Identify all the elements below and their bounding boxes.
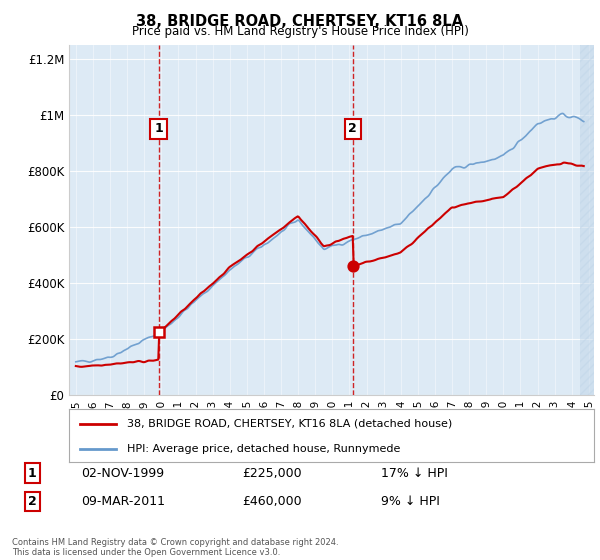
Text: 2: 2 [28, 495, 37, 508]
Text: 2: 2 [349, 122, 357, 136]
Bar [580, 45, 598, 395]
Text: £225,000: £225,000 [242, 466, 302, 479]
Text: 09-MAR-2011: 09-MAR-2011 [81, 495, 165, 508]
Text: Price paid vs. HM Land Registry's House Price Index (HPI): Price paid vs. HM Land Registry's House … [131, 25, 469, 38]
Text: 38, BRIDGE ROAD, CHERTSEY, KT16 8LA: 38, BRIDGE ROAD, CHERTSEY, KT16 8LA [136, 14, 464, 29]
Text: £460,000: £460,000 [242, 495, 302, 508]
Text: 9% ↓ HPI: 9% ↓ HPI [380, 495, 440, 508]
Text: 1: 1 [28, 466, 37, 479]
Text: Contains HM Land Registry data © Crown copyright and database right 2024.
This d: Contains HM Land Registry data © Crown c… [12, 538, 338, 557]
Text: 02-NOV-1999: 02-NOV-1999 [81, 466, 164, 479]
Text: HPI: Average price, detached house, Runnymede: HPI: Average price, detached house, Runn… [127, 444, 400, 454]
Text: 17% ↓ HPI: 17% ↓ HPI [380, 466, 448, 479]
Text: 38, BRIDGE ROAD, CHERTSEY, KT16 8LA (detached house): 38, BRIDGE ROAD, CHERTSEY, KT16 8LA (det… [127, 419, 452, 429]
Text: 1: 1 [154, 122, 163, 136]
